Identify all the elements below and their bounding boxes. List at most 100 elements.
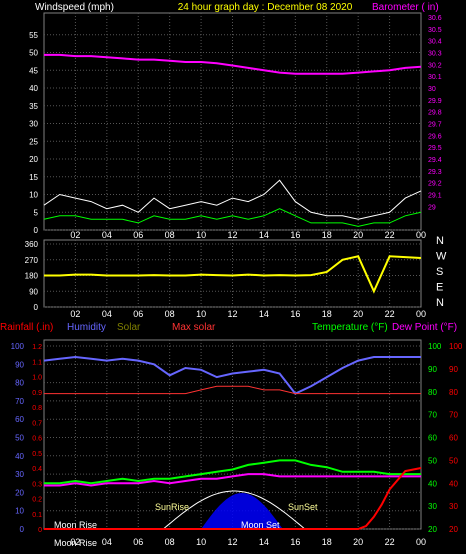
rain-y-tick-label: 1.1 xyxy=(32,359,42,366)
barometer-y-tick-label: 30.4 xyxy=(428,39,442,46)
sunset-label: SunSet xyxy=(288,502,318,512)
barometer-y-tick-label: 29.7 xyxy=(428,122,442,129)
barometer-y-tick-label: 29.9 xyxy=(428,98,442,105)
solar-legend-label: Solar xyxy=(117,322,141,333)
grid-lines xyxy=(44,13,421,530)
humidity-legend-label: Humidity xyxy=(67,322,106,333)
rain-y-tick-label: 1.2 xyxy=(32,344,42,351)
barometer-y-tick-label: 29.6 xyxy=(428,133,442,140)
x-tick-label: 06 xyxy=(133,230,143,240)
barometer-y-tick-label: 30.5 xyxy=(428,27,442,34)
dewpoint-y-tick-label: 100 xyxy=(449,342,463,351)
direction-letter: N xyxy=(436,235,444,247)
temperature-y-tick-label: 80 xyxy=(428,388,437,397)
wind-y-tick-label: 25 xyxy=(29,137,38,146)
humidity-y-tick-label: 0 xyxy=(20,525,25,534)
barometer-y-tick-label: 29.2 xyxy=(428,181,442,188)
temperature-y-tick-label: 70 xyxy=(428,411,437,420)
temperature-y-tick-label: 100 xyxy=(428,342,442,351)
x-tick-label: 00 xyxy=(416,537,426,547)
x-tick-label: 12 xyxy=(227,537,237,547)
dewpoint-axis-label: Dew Point (°F) xyxy=(392,322,457,333)
x-tick-label: 10 xyxy=(196,309,206,319)
dewpoint-y-tick-label: 40 xyxy=(449,479,458,488)
chart-title: 24 hour graph day : December 08 2020 xyxy=(178,2,353,13)
solar-area xyxy=(201,493,283,529)
rain-y-tick-label: 0.6 xyxy=(32,436,42,443)
wind-y-tick-label: 5 xyxy=(34,208,39,217)
x-tick-label: 08 xyxy=(165,309,175,319)
x-tick-label: 18 xyxy=(322,309,332,319)
x-tick-label: 20 xyxy=(353,309,363,319)
x-tick-label: 18 xyxy=(322,537,332,547)
barometer-y-tick-label: 29.4 xyxy=(428,157,442,164)
x-tick-label: 08 xyxy=(165,230,175,240)
direction-y-tick-label: 0 xyxy=(34,303,39,312)
x-tick-label: 12 xyxy=(227,309,237,319)
temperature-y-tick-label: 20 xyxy=(428,525,437,534)
rain-y-tick-label: 0.3 xyxy=(32,481,42,488)
humidity-y-tick-label: 80 xyxy=(15,379,24,388)
x-tick-label: 02 xyxy=(70,230,80,240)
x-tick-label: 08 xyxy=(165,537,175,547)
barometer-y-tick-label: 29 xyxy=(428,204,436,211)
direction-letter: N xyxy=(436,297,444,309)
rain-y-tick-label: 0.9 xyxy=(32,390,42,397)
dewpoint-line xyxy=(44,473,421,487)
wind-y-tick-label: 35 xyxy=(29,102,38,111)
dewpoint-y-tick-label: 60 xyxy=(449,434,458,443)
dewpoint-y-tick-label: 50 xyxy=(449,456,458,465)
rain-y-tick-label: 0.7 xyxy=(32,420,42,427)
x-tick-label: 16 xyxy=(290,537,300,547)
barometer-y-tick-label: 30 xyxy=(428,86,436,93)
temperature-y-tick-label: 30 xyxy=(428,502,437,511)
x-tick-label: 00 xyxy=(416,230,426,240)
series-lines xyxy=(43,53,422,530)
x-tick-label: 16 xyxy=(290,309,300,319)
windspeed-axis-label: Windspeed (mph) xyxy=(35,2,114,13)
x-tick-label: 04 xyxy=(102,230,112,240)
rainfall-line xyxy=(44,467,422,530)
temperature-y-tick-label: 60 xyxy=(428,434,437,443)
x-tick-label: 14 xyxy=(259,230,269,240)
temperature-line xyxy=(44,459,421,485)
x-tick-label: 16 xyxy=(290,230,300,240)
x-tick-label: 14 xyxy=(259,309,269,319)
rainfall-axis-label: Rainfall (.in) xyxy=(0,322,53,333)
wind-y-tick-label: 15 xyxy=(29,173,38,182)
barometer-y-tick-label: 30.3 xyxy=(428,51,442,58)
barometer-y-tick-label: 29.3 xyxy=(428,169,442,176)
x-tick-label: 06 xyxy=(133,537,143,547)
temperature-axis-label: Temperature (°F) xyxy=(312,322,388,333)
x-tick-label: 02 xyxy=(70,537,80,547)
x-tick-label: 14 xyxy=(259,537,269,547)
temperature-y-tick-label: 50 xyxy=(428,456,437,465)
wind-y-tick-label: 45 xyxy=(29,66,38,75)
barometer-y-tick-label: 30.2 xyxy=(428,62,442,69)
dewpoint-y-tick-label: 30 xyxy=(449,502,458,511)
barometer-axis-label: Barometer ( in) xyxy=(372,2,439,13)
dewpoint-y-tick-label: 20 xyxy=(449,525,458,534)
wind-y-tick-label: 55 xyxy=(29,31,38,40)
wind-y-tick-label: 40 xyxy=(29,84,38,93)
barometer-y-tick-label: 29.8 xyxy=(428,110,442,117)
wind-y-tick-label: 30 xyxy=(29,120,38,129)
x-tick-label: 02 xyxy=(70,309,80,319)
humidity-y-tick-label: 20 xyxy=(15,488,24,497)
dewpoint-y-tick-label: 90 xyxy=(449,365,458,374)
direction-letter: E xyxy=(436,282,443,294)
x-tick-label: 22 xyxy=(385,537,395,547)
barometer-y-tick-label: 30.1 xyxy=(428,74,442,81)
x-tick-label: 12 xyxy=(227,230,237,240)
moon-arc xyxy=(163,490,306,530)
x-tick-label: 20 xyxy=(353,537,363,547)
barometer-line xyxy=(44,53,422,75)
dewpoint-y-tick-label: 70 xyxy=(449,411,458,420)
humidity-y-tick-label: 50 xyxy=(15,434,24,443)
rain-y-tick-label: 0.1 xyxy=(32,512,42,519)
humidity-y-tick-label: 70 xyxy=(15,397,24,406)
barometer-y-tick-label: 30.6 xyxy=(428,15,442,22)
